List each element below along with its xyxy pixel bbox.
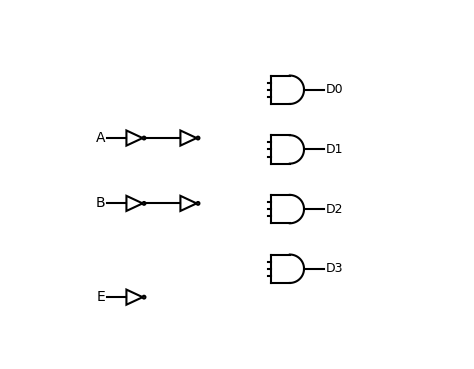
Text: D3: D3 (325, 262, 343, 275)
Text: D0: D0 (325, 83, 343, 96)
Text: B: B (95, 196, 105, 210)
Text: A: A (96, 131, 105, 145)
Text: D2: D2 (325, 203, 343, 215)
Text: E: E (96, 290, 105, 304)
Text: D1: D1 (325, 143, 343, 156)
